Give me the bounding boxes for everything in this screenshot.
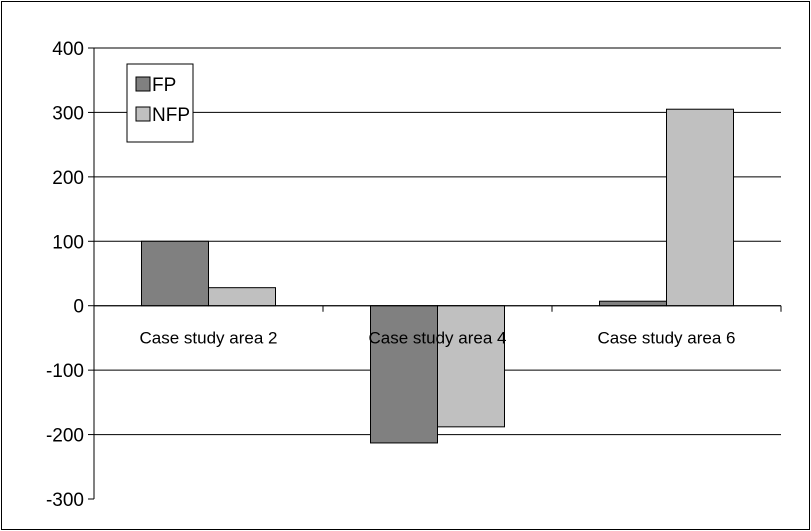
y-tick-label: 100 xyxy=(52,232,84,253)
y-tick-label: 400 xyxy=(52,39,84,60)
bar-nfp-3 xyxy=(666,108,734,307)
y-tick-label: 200 xyxy=(52,168,84,189)
category-label: Case study area 4 xyxy=(369,329,507,348)
bar-fp-1 xyxy=(141,240,209,307)
category-label: Case study area 6 xyxy=(598,329,736,348)
legend: FP NFP xyxy=(126,63,194,143)
bar-fp-2 xyxy=(370,305,438,444)
axes xyxy=(88,47,782,500)
bar-nfp-1 xyxy=(208,287,276,307)
category-label: Case study area 2 xyxy=(140,329,278,348)
bar-nfp-2 xyxy=(437,305,505,428)
y-tick-label: -300 xyxy=(46,490,84,511)
legend-label-nfp: NFP xyxy=(152,105,190,126)
y-tick-label: -100 xyxy=(46,361,84,382)
y-tick-label: 0 xyxy=(73,297,84,318)
labels: 400 300 200 100 0 -100 -200 -300 Case study area… xyxy=(46,39,736,511)
bar-fp-3 xyxy=(599,300,667,307)
y-tick-label: -200 xyxy=(46,426,84,447)
y-tick-label: 300 xyxy=(52,103,84,124)
legend-label-fp: FP xyxy=(152,75,176,96)
legend-swatch-nfp xyxy=(135,106,151,122)
legend-swatch-fp xyxy=(135,76,151,92)
bars xyxy=(141,108,734,444)
